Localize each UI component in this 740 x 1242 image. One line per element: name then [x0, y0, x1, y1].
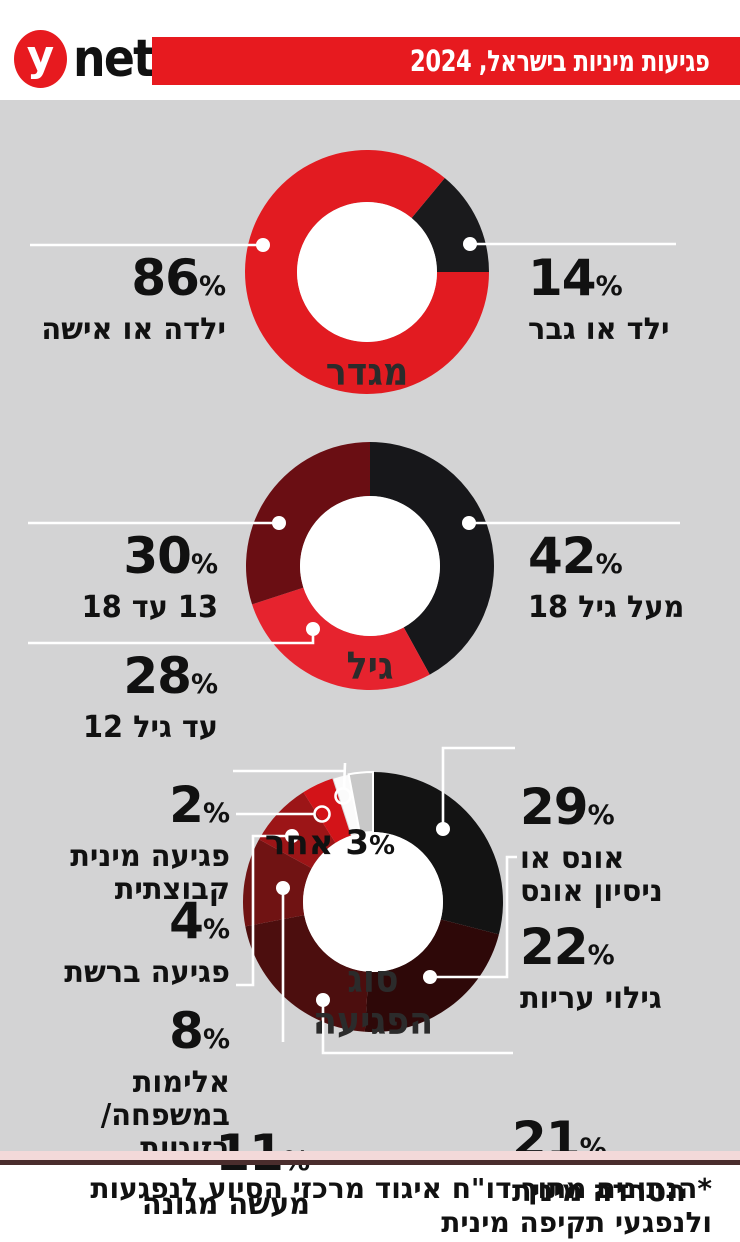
callout-label: ניסיון אונס — [520, 874, 663, 909]
callout-type-rape: 29% אונס או ניסיון אונס — [520, 782, 730, 909]
leader-line-7 — [321, 1002, 513, 1055]
leader-line-6 — [432, 855, 517, 979]
callout-value: 30 — [123, 527, 192, 585]
callout-value: 86 — [131, 249, 200, 307]
source-note: *הנתונים מתוך דו"ח איגוד מרכזי הסיוע לנפ… — [22, 1172, 712, 1240]
callout-label: מעשה מגונה — [141, 1187, 310, 1222]
donut-1-segment-1 — [252, 587, 430, 690]
callout-value: 3 — [345, 823, 370, 863]
leader-line-12 — [342, 762, 347, 790]
source-note-line2: ולנפגעי תקיפה מינית — [441, 1206, 712, 1239]
callout-value: 42 — [528, 527, 597, 585]
callout-label: אלימות — [132, 1065, 230, 1100]
leader-dot-9 — [285, 829, 299, 843]
callout-value: 2 — [169, 776, 204, 834]
leader-ring-10 — [313, 805, 331, 823]
leader-dot-0 — [256, 238, 270, 252]
callout-type-group: 2% פגיעה מינית קבוצתית — [30, 780, 230, 907]
leader-dot-1 — [463, 237, 477, 251]
leader-line-9 — [236, 834, 290, 987]
callout-age-13-18: 30% 13 עד 18 — [18, 531, 218, 625]
header: y net פגיעות מיניות בישראל, 2024 — [0, 0, 740, 100]
callout-gender-male: 14% ילד או גבר — [528, 253, 728, 347]
logo-net-text: net — [73, 29, 155, 89]
donut-1-center — [300, 496, 440, 636]
ynet-logo: y net — [14, 26, 164, 92]
leader-dot-3 — [462, 516, 476, 530]
callout-value: 22 — [520, 918, 589, 976]
page-title: פגיעות מיניות בישראל, 2024 — [410, 44, 710, 78]
donut-0-segment-1 — [244, 149, 489, 394]
leader-dot-6 — [423, 970, 437, 984]
leader-dot-5 — [436, 822, 450, 836]
callout-type-online: 4% פגיעה ברשת — [30, 896, 230, 990]
donut-2-segment-2 — [245, 915, 369, 1032]
leader-dot-4 — [306, 622, 320, 636]
title-banner: פגיעות מיניות בישראל, 2024 — [152, 37, 740, 85]
callout-age-under-12: 28% עד גיל 12 — [18, 651, 218, 745]
callout-type-incest: 22% גילוי עריות — [520, 922, 730, 1016]
callout-label: אחר — [264, 823, 334, 863]
donut-2-segment-4 — [259, 792, 336, 869]
donut-age-title: גיל — [346, 644, 394, 688]
callout-label: גילוי עריות — [520, 981, 662, 1016]
donut-2-center — [303, 832, 443, 972]
donut-2-segment-3 — [242, 839, 312, 927]
callout-type-other: 3% אחר — [264, 823, 396, 863]
donut-type-title-line2: הפגיעה — [312, 999, 434, 1043]
donut-1-segment-0 — [370, 442, 494, 675]
ynet-logo-icon: y — [14, 30, 67, 88]
donut-2-segment-0 — [373, 772, 504, 935]
donut-0-center — [297, 202, 437, 342]
leader-dot-2 — [272, 516, 286, 530]
donut-1-segment-2 — [246, 442, 370, 605]
callout-label: קבוצתית — [114, 872, 230, 907]
source-note-line1: *הנתונים מתוך דו"ח איגוד מרכזי הסיוע לנפ… — [90, 1172, 712, 1205]
leader-ring-12 — [334, 787, 352, 805]
leader-dot-7 — [316, 993, 330, 1007]
callout-label: עד גיל 12 — [82, 710, 218, 745]
callout-label: ילד או גבר — [528, 312, 670, 347]
callout-label: הטרדה מינית — [512, 1174, 686, 1209]
donut-charts-canvas — [28, 149, 680, 1055]
footer-pink-strip — [0, 1151, 740, 1160]
callout-label: אונס או — [520, 841, 625, 876]
leader-dot-8 — [276, 881, 290, 895]
logo-y-letter: y — [26, 31, 55, 80]
callout-label: מעל גיל 18 — [528, 590, 685, 625]
callout-label: 13 עד 18 — [81, 590, 218, 625]
callout-value: 8 — [169, 1002, 204, 1060]
callout-value: 29 — [520, 778, 589, 836]
donut-type-title: סוג הפגיעה — [299, 958, 446, 1042]
callout-label: ילדה או אישה — [41, 312, 227, 347]
callout-value: 28 — [123, 647, 192, 705]
callout-value: 14 — [528, 249, 597, 307]
footer-divider-line — [0, 1160, 740, 1165]
callout-label: פגיעה ברשת — [64, 955, 230, 990]
leader-line-5 — [441, 746, 515, 827]
callout-gender-female: 86% ילדה או אישה — [18, 253, 227, 347]
donut-type-title-line1: סוג — [347, 957, 399, 1001]
callout-label: במשפחה/ — [100, 1098, 230, 1133]
callout-value: 4 — [169, 892, 204, 950]
charts-panel: מגדר גיל סוג הפגיעה 86% ילדה או אישה 14%… — [0, 100, 740, 1221]
callout-label: פגיעה מינית — [70, 839, 230, 874]
callout-type-domestic: 8% אלימות במשפחה/ בזוגיות — [30, 1006, 230, 1165]
donut-gender-title: מגדר — [325, 350, 409, 394]
callout-age-over-18: 42% מעל גיל 18 — [528, 531, 733, 625]
